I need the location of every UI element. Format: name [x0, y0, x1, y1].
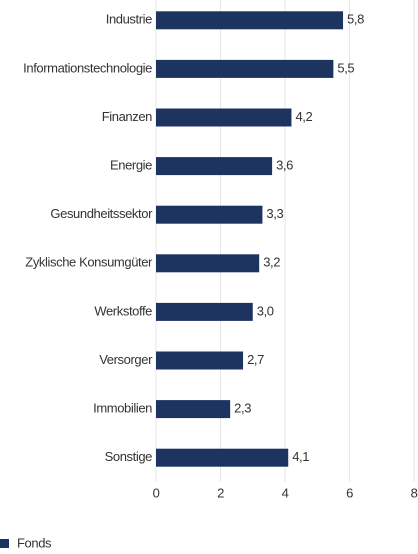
bar — [156, 351, 244, 370]
bar — [156, 108, 292, 127]
y-tick-label: Versorger — [99, 352, 153, 367]
bar — [156, 11, 344, 30]
value-label: 4,1 — [292, 449, 309, 464]
y-tick-label: Industrie — [106, 12, 152, 27]
x-tick-label: 0 — [153, 485, 160, 500]
legend-label: Fonds — [17, 535, 52, 550]
bar — [156, 59, 334, 78]
bar — [156, 302, 253, 321]
value-label: 3,2 — [263, 255, 280, 270]
legend-swatch — [0, 539, 9, 548]
y-tick-label: Werkstoffe — [94, 303, 152, 318]
value-label: 3,6 — [276, 158, 293, 173]
bar — [156, 448, 289, 467]
x-tick-label: 6 — [346, 485, 353, 500]
y-tick-label: Finanzen — [102, 109, 152, 124]
bar — [156, 254, 260, 273]
value-label: 5,5 — [337, 60, 354, 75]
y-tick-label: Energie — [110, 158, 152, 173]
y-tick-label: Zyklische Konsumgüter — [25, 255, 153, 270]
value-label: 2,7 — [247, 352, 264, 367]
x-tick-label: 2 — [217, 485, 224, 500]
x-tick-label: 8 — [411, 485, 418, 500]
y-tick-label: Immobilien — [93, 401, 152, 416]
bar — [156, 400, 231, 419]
y-tick-label: Sonstige — [105, 449, 153, 464]
value-label: 3,3 — [266, 206, 283, 221]
value-label: 5,8 — [347, 12, 364, 27]
y-tick-label: Gesundheitssektor — [50, 206, 153, 221]
bar — [156, 157, 273, 176]
bar — [156, 205, 263, 224]
y-tick-label: Informationstechnologie — [23, 60, 152, 75]
x-tick-label: 4 — [282, 485, 289, 500]
value-label: 4,2 — [295, 109, 312, 124]
value-label: 2,3 — [234, 401, 251, 416]
value-label: 3,0 — [257, 303, 274, 318]
